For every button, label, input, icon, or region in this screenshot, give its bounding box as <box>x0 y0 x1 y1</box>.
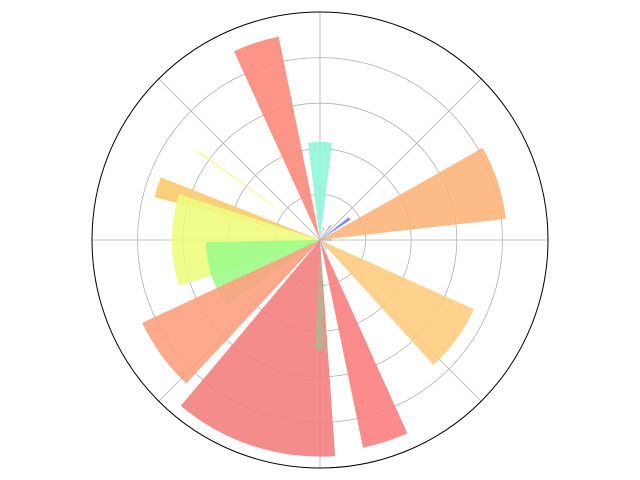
bar <box>320 147 506 240</box>
bar <box>320 226 325 240</box>
bar <box>320 224 332 240</box>
bar <box>320 240 408 448</box>
bar <box>233 36 320 240</box>
bar <box>308 141 332 240</box>
bar <box>320 217 351 240</box>
grid-line <box>319 78 482 241</box>
axis-outline <box>91 11 549 469</box>
bar <box>315 240 325 350</box>
bar <box>197 150 320 240</box>
bar <box>320 240 327 243</box>
grid-line <box>158 78 321 241</box>
bar <box>142 240 320 384</box>
bar <box>320 240 474 365</box>
bar <box>320 239 332 241</box>
bar <box>320 240 328 250</box>
bar <box>154 177 320 240</box>
bar <box>180 240 336 457</box>
